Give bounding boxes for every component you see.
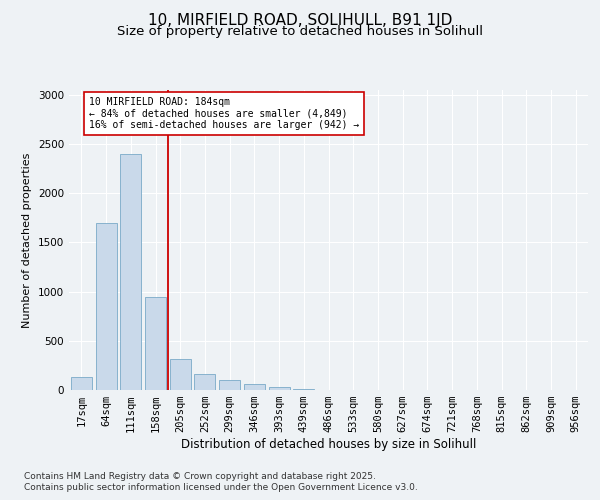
- Text: 10 MIRFIELD ROAD: 184sqm
← 84% of detached houses are smaller (4,849)
16% of sem: 10 MIRFIELD ROAD: 184sqm ← 84% of detach…: [89, 97, 359, 130]
- X-axis label: Distribution of detached houses by size in Solihull: Distribution of detached houses by size …: [181, 438, 476, 451]
- Bar: [293, 389, 314, 390]
- Text: Size of property relative to detached houses in Solihull: Size of property relative to detached ho…: [117, 25, 483, 38]
- Text: 10, MIRFIELD ROAD, SOLIHULL, B91 1JD: 10, MIRFIELD ROAD, SOLIHULL, B91 1JD: [148, 12, 452, 28]
- Y-axis label: Number of detached properties: Number of detached properties: [22, 152, 32, 328]
- Bar: [71, 377, 92, 390]
- Bar: [219, 380, 240, 390]
- Text: Contains HM Land Registry data © Crown copyright and database right 2025.: Contains HM Land Registry data © Crown c…: [24, 472, 376, 481]
- Bar: [170, 358, 191, 390]
- Bar: [244, 384, 265, 390]
- Text: Contains public sector information licensed under the Open Government Licence v3: Contains public sector information licen…: [24, 484, 418, 492]
- Bar: [120, 154, 141, 390]
- Bar: [145, 296, 166, 390]
- Bar: [269, 387, 290, 390]
- Bar: [95, 223, 116, 390]
- Bar: [194, 374, 215, 390]
